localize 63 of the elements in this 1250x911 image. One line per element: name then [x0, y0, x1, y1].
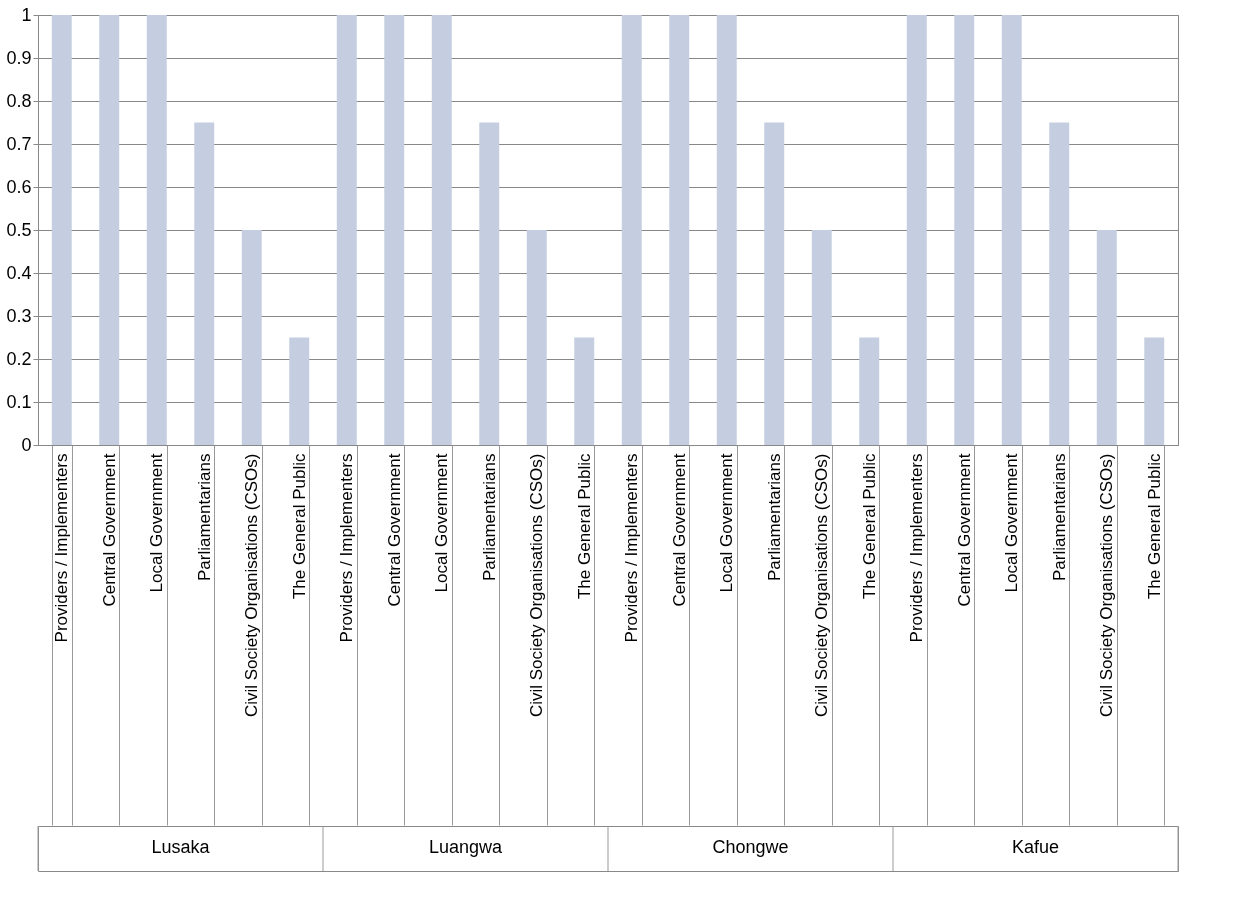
- x-tick-label: Central Government: [99, 453, 119, 607]
- bar: [764, 122, 785, 445]
- y-tick-label: 0.6: [6, 176, 32, 197]
- bar: [431, 15, 452, 445]
- bar: [194, 122, 215, 445]
- text: Chongwe: [712, 837, 789, 857]
- x-tick-label: Civil Society Organisations (CSOs): [1097, 453, 1117, 718]
- bar: [954, 15, 975, 445]
- bar: [526, 230, 547, 445]
- x-tick-label: Local Government: [717, 453, 737, 593]
- text: Kafue: [1011, 837, 1060, 857]
- x-tick-label: The General Public: [1144, 453, 1164, 600]
- bar: [99, 15, 120, 445]
- bar: [1144, 337, 1165, 445]
- bar: [289, 337, 310, 445]
- y-tick-label: 0.1: [6, 391, 32, 412]
- y-tick-label: 0.2: [6, 348, 32, 369]
- x-tick-label: Local Government: [1002, 453, 1022, 593]
- bar: [621, 15, 642, 445]
- y-tick-label: 0.9: [6, 47, 32, 68]
- bar: [241, 230, 262, 445]
- bar: [811, 230, 832, 445]
- bar: [669, 15, 690, 445]
- text: Lusaka: [151, 837, 211, 857]
- y-tick-label: 0.8: [6, 90, 32, 111]
- x-tick-label: Central Government: [384, 453, 404, 607]
- bar: [574, 337, 595, 445]
- y-tick-label: 0: [21, 434, 32, 455]
- x-tick-label: Civil Society Organisations (CSOs): [527, 453, 547, 718]
- x-tick-label: The General Public: [574, 453, 594, 600]
- y-tick-label: 1: [21, 4, 32, 25]
- bar: [479, 122, 500, 445]
- x-tick-label: Civil Society Organisations (CSOs): [242, 453, 262, 718]
- bar: [336, 15, 357, 445]
- y-tick-label: 0.4: [6, 262, 32, 283]
- bar: [51, 15, 72, 445]
- x-tick-label: Providers / Implementers: [52, 453, 72, 643]
- x-tick-label: Parliamentarians: [194, 453, 214, 582]
- bar: [906, 15, 927, 445]
- text: Luangwa: [428, 837, 504, 857]
- x-tick-label: Central Government: [954, 453, 974, 607]
- x-tick-label: The General Public: [289, 453, 309, 600]
- x-tick-label: Parliamentarians: [1049, 453, 1069, 582]
- bar: [1001, 15, 1022, 445]
- y-tick-label: 0.7: [6, 133, 32, 154]
- x-tick-label: Civil Society Organisations (CSOs): [812, 453, 832, 718]
- bar: [384, 15, 405, 445]
- bar: [716, 15, 737, 445]
- x-tick-label: Local Government: [147, 453, 167, 593]
- x-tick-label: Providers / Implementers: [337, 453, 357, 643]
- x-tick-label: Local Government: [432, 453, 452, 593]
- y-tick-label: 0.3: [6, 305, 32, 326]
- x-tick-label: Parliamentarians: [764, 453, 784, 582]
- bar: [1049, 122, 1070, 445]
- x-tick-label: Providers / Implementers: [622, 453, 642, 643]
- x-tick-label: Central Government: [669, 453, 689, 607]
- y-tick-label: 0.5: [6, 219, 32, 240]
- x-tick-label: The General Public: [859, 453, 879, 600]
- x-tick-label: Parliamentarians: [479, 453, 499, 582]
- bar: [1096, 230, 1117, 445]
- x-tick-label: Providers / Implementers: [907, 453, 927, 643]
- bar: [859, 337, 880, 445]
- bar: [146, 15, 167, 445]
